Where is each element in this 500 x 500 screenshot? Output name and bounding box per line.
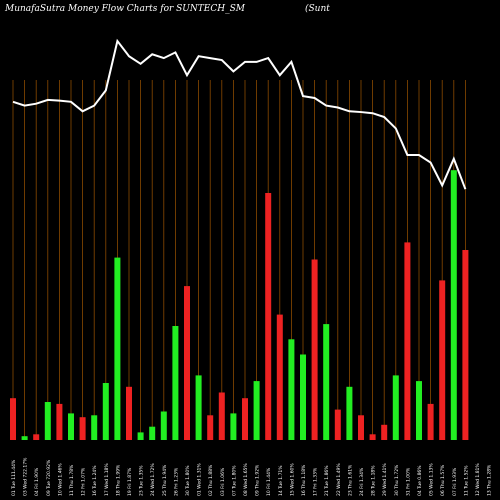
bar (311, 259, 318, 440)
x-tick-label: 26 Fri 1.23% (173, 467, 179, 496)
bars (10, 170, 469, 440)
x-tick-label: 03 Wed 722.17% (23, 457, 29, 496)
x-tick-label: 11 Tue 1.52% (463, 465, 469, 496)
bar (369, 434, 376, 440)
price-line (12, 38, 467, 190)
bar (300, 354, 306, 440)
bar (404, 242, 411, 440)
bar (439, 280, 446, 440)
x-tick-label: 08 Wed 1.65% (243, 463, 249, 496)
bar (10, 398, 16, 440)
x-tick-label: 13 Thu 1.28% (487, 464, 493, 496)
x-tick-label: 25 Thu 1.94% (162, 464, 168, 496)
x-tick-label: 23 Thu 1.61% (347, 464, 353, 496)
bar (253, 381, 260, 440)
bar (392, 375, 399, 440)
x-tick-label: 30 Thu 1.72% (394, 464, 400, 496)
bar (56, 403, 63, 440)
bar (21, 436, 28, 440)
bar (450, 170, 457, 440)
bar (288, 339, 295, 440)
bar (242, 398, 248, 440)
x-tick-label: 06 Thu 1.57% (440, 464, 446, 496)
bar (172, 326, 179, 440)
bar (160, 411, 167, 440)
bar (381, 424, 388, 440)
x-tick-label: 18 Thu 1.99% (115, 464, 121, 496)
bar (137, 432, 144, 440)
x-tick-label: 02 Thu 1.88% (208, 464, 214, 496)
x-tick-label: 01 Tue 111.44% (11, 459, 17, 496)
x-tick-label: 10 Fri 1.44% (266, 467, 272, 496)
x-tick-label: 15 Wed 1.60% (289, 463, 295, 496)
bar (358, 415, 364, 440)
x-tick-label: 22 Wed 1.49% (336, 463, 342, 496)
x-tick-label: 24 Fri 1.34% (359, 467, 365, 496)
x-tick-label: 09 Tue 720.92% (46, 459, 52, 496)
bar (230, 413, 237, 440)
chart-title: MunafaSutra Money Flow Charts for SUNTEC… (5, 4, 330, 14)
bar (218, 392, 225, 440)
x-tick-label: 16 Thu 1.18% (301, 464, 307, 496)
x-tick-label: 29 Wed 1.41% (382, 463, 388, 496)
x-tick-label: 21 Tue 1.86% (324, 465, 330, 496)
x-tick-label: 16 Tue 1.24% (92, 465, 98, 496)
x-tick-label: 04 Fri 1.90% (34, 467, 40, 496)
x-tick-label: 12 Wed 1.81% (475, 463, 481, 496)
x-tick-label: 11 Thu 1.78% (69, 464, 75, 496)
bar (334, 409, 341, 440)
x-tick-label: 04 Tue 0.86% (417, 465, 423, 496)
x-tick-label: 30 Tue 1.80% (185, 465, 191, 496)
x-tick-label: 12 Fri 1.07% (81, 467, 87, 496)
x-tick-label: 07 Tue 1.80% (231, 465, 237, 496)
x-tick-label: 17 Wed 1.18% (104, 463, 110, 496)
x-tick-label: 28 Tue 1.18% (371, 465, 377, 496)
bar (346, 386, 353, 440)
bar (68, 413, 74, 440)
x-tick-label: 01 Wed 1.31% (197, 463, 203, 496)
bar (195, 375, 202, 440)
bar (184, 286, 190, 440)
bar (33, 434, 40, 440)
x-tick-label: 19 Fri 1.87% (127, 467, 133, 496)
x-tick-label: 24 Wed 1.72% (150, 463, 156, 496)
bar (416, 381, 422, 440)
bar (126, 386, 132, 440)
x-tick-label: 17 Fri 1.33% (313, 467, 319, 496)
bar (323, 324, 330, 440)
bar (276, 314, 283, 440)
x-tick-label: 23 Tue 1.35% (139, 465, 145, 496)
bar (427, 403, 434, 440)
price-line-path (12, 38, 467, 190)
x-axis-ticks: 01 Tue 111.44% 03 Wed 722.17% 04 Fri 1.90%… (11, 457, 493, 496)
x-tick-label: 09 Thu 1.92% (255, 464, 261, 496)
bar (114, 257, 121, 440)
bar (462, 250, 469, 440)
bar (44, 402, 51, 440)
x-tick-label: 14 Tue 1.71% (278, 465, 284, 496)
x-tick-label: 10 Wed 1.46% (57, 463, 63, 496)
bar (102, 383, 109, 440)
bar (207, 415, 214, 440)
bar (79, 417, 86, 440)
x-tick-label: 05 Wed 1.13% (429, 463, 435, 496)
x-tick-label: 03 Fri 1.06% (220, 467, 226, 496)
bar (91, 415, 98, 440)
bar (265, 193, 272, 440)
bar (149, 426, 156, 440)
x-tick-label: 31 Fri 1.00% (405, 467, 411, 496)
x-tick-label: 07 Fri 1.93% (452, 467, 458, 496)
